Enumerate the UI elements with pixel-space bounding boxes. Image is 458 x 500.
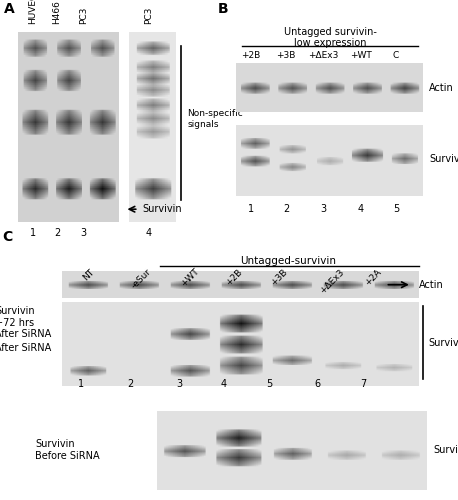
Text: -eSur: -eSur <box>130 267 153 290</box>
Text: +ΔEx3: +ΔEx3 <box>308 51 339 60</box>
Text: +2B: +2B <box>224 267 244 287</box>
Text: B: B <box>218 2 229 16</box>
Text: 4: 4 <box>146 228 152 238</box>
Text: 3: 3 <box>80 228 86 238</box>
Text: +ΔEx3: +ΔEx3 <box>318 267 346 295</box>
Text: +2B: +2B <box>241 51 261 60</box>
Text: 4: 4 <box>358 204 364 214</box>
Text: Survivin: Survivin <box>143 204 182 214</box>
Text: 2: 2 <box>283 204 289 214</box>
Text: 3: 3 <box>321 204 327 214</box>
Text: A: A <box>4 2 14 16</box>
Text: H466: H466 <box>53 0 61 24</box>
Text: 6: 6 <box>315 378 321 388</box>
Text: After SiRNA: After SiRNA <box>0 343 51 353</box>
Text: Actin: Actin <box>419 280 444 289</box>
Text: Survivin: Survivin <box>429 338 458 348</box>
Text: 7: 7 <box>360 378 366 388</box>
Text: +3B: +3B <box>277 51 296 60</box>
Text: C: C <box>2 230 13 244</box>
Text: C: C <box>393 51 399 60</box>
Text: Untagged-survivin: Untagged-survivin <box>240 256 336 266</box>
Text: +3B: +3B <box>269 267 289 287</box>
Text: Non-specific
signals: Non-specific signals <box>187 110 243 128</box>
Text: 1: 1 <box>78 378 84 388</box>
Text: 1: 1 <box>248 204 254 214</box>
Text: Untagged survivin-
low expression: Untagged survivin- low expression <box>284 26 376 48</box>
Text: Survivin
Before SiRNA: Survivin Before SiRNA <box>35 439 100 461</box>
Text: 5: 5 <box>266 378 272 388</box>
Text: 3: 3 <box>176 378 182 388</box>
Text: HUVEC: HUVEC <box>28 0 38 24</box>
Text: Survivin: Survivin <box>429 154 458 164</box>
Text: Survivin: Survivin <box>434 445 458 455</box>
Text: Actin: Actin <box>429 83 454 93</box>
Text: +2A: +2A <box>363 267 383 287</box>
Text: 1: 1 <box>30 228 36 238</box>
Text: 5: 5 <box>393 204 399 214</box>
Text: NT: NT <box>81 267 96 282</box>
Text: 2: 2 <box>54 228 60 238</box>
Text: Survivin
−72 hrs
After SiRNA: Survivin −72 hrs After SiRNA <box>0 306 51 339</box>
Text: PC3: PC3 <box>79 7 88 24</box>
Text: PC3: PC3 <box>144 7 153 24</box>
Text: +WT: +WT <box>179 267 201 289</box>
Text: 4: 4 <box>221 378 227 388</box>
Text: +WT: +WT <box>350 51 372 60</box>
Text: 2: 2 <box>127 378 133 388</box>
